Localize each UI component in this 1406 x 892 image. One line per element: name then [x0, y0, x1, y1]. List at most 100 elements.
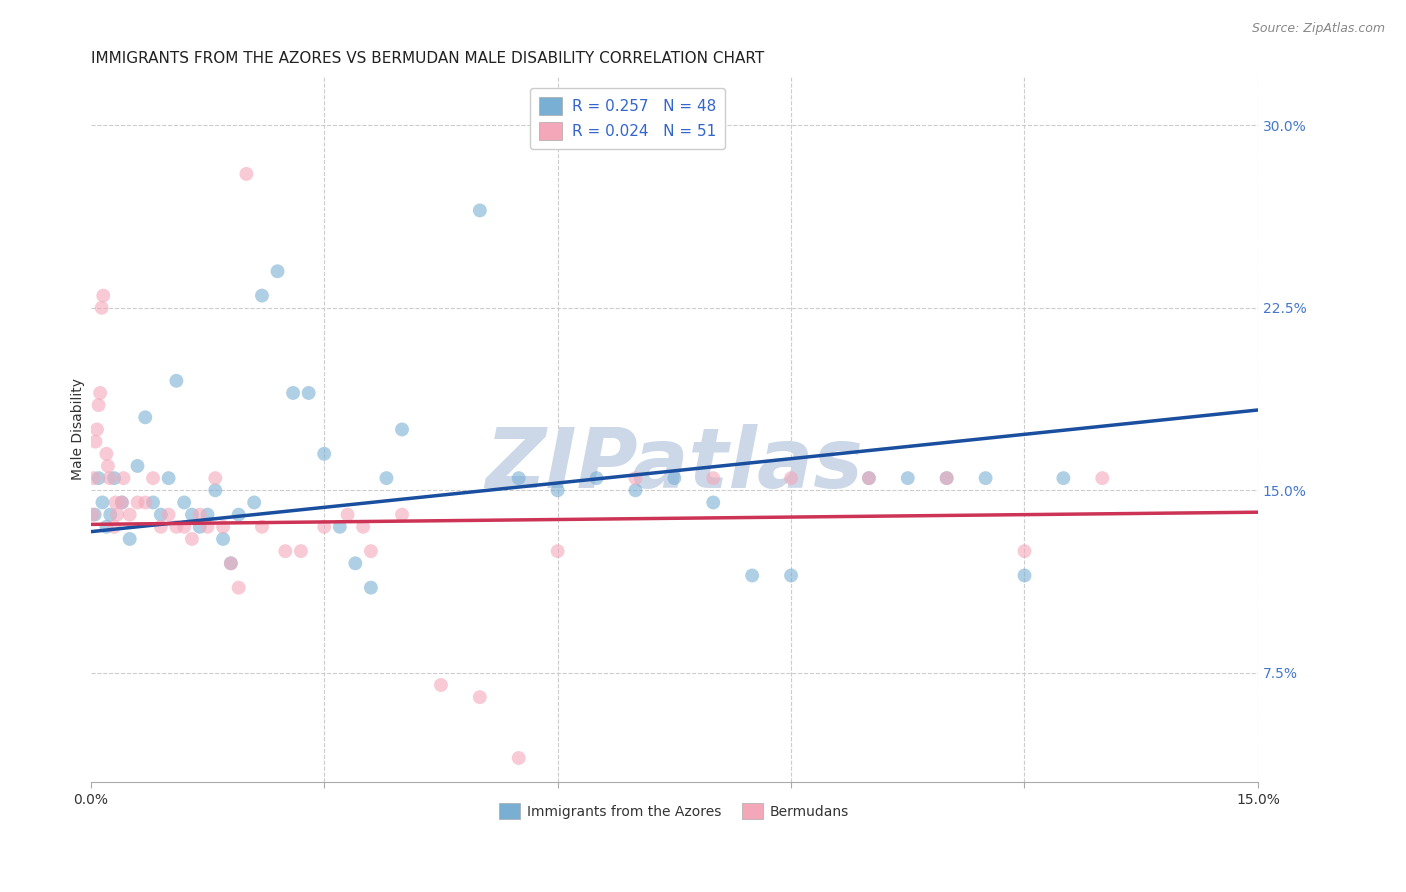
Point: [118, 508, 141, 522]
Point: [290, 544, 312, 558]
Point: [181, 508, 204, 522]
Point: [585, 471, 607, 485]
Point: [111, 495, 134, 509]
Point: [391, 508, 413, 522]
Point: [281, 386, 304, 401]
Point: [858, 471, 880, 485]
Point: [228, 508, 250, 522]
Point: [547, 544, 569, 558]
Point: [243, 495, 266, 509]
Point: [127, 495, 149, 509]
Point: [228, 581, 250, 595]
Point: [298, 386, 321, 401]
Point: [1014, 544, 1036, 558]
Point: [664, 471, 686, 485]
Point: [103, 471, 125, 485]
Point: [780, 471, 803, 485]
Point: [105, 508, 128, 522]
Point: [235, 167, 257, 181]
Point: [89, 386, 111, 401]
Point: [82, 508, 104, 522]
Text: ZIPatlas: ZIPatlas: [485, 425, 863, 505]
Point: [142, 495, 165, 509]
Point: [858, 471, 880, 485]
Point: [250, 288, 273, 302]
Point: [360, 581, 382, 595]
Point: [96, 520, 118, 534]
Point: [96, 447, 118, 461]
Point: [250, 520, 273, 534]
Point: [165, 374, 187, 388]
Point: [149, 520, 172, 534]
Point: [360, 544, 382, 558]
Point: [204, 471, 226, 485]
Point: [624, 483, 647, 498]
Point: [219, 557, 242, 571]
Point: [204, 483, 226, 498]
Point: [127, 458, 149, 473]
Point: [336, 508, 359, 522]
Point: [274, 544, 297, 558]
Point: [1052, 471, 1074, 485]
Point: [197, 508, 219, 522]
Point: [134, 495, 156, 509]
Point: [314, 520, 336, 534]
Point: [935, 471, 957, 485]
Legend: Immigrants from the Azores, Bermudans: Immigrants from the Azores, Bermudans: [494, 797, 855, 825]
Point: [702, 471, 724, 485]
Point: [98, 471, 121, 485]
Point: [87, 471, 110, 485]
Point: [103, 520, 125, 534]
Point: [508, 751, 530, 765]
Point: [508, 471, 530, 485]
Point: [165, 520, 187, 534]
Point: [624, 471, 647, 485]
Point: [157, 471, 180, 485]
Point: [98, 508, 121, 522]
Point: [741, 568, 763, 582]
Point: [344, 557, 367, 571]
Point: [87, 398, 110, 412]
Point: [149, 508, 172, 522]
Point: [157, 508, 180, 522]
Point: [83, 508, 105, 522]
Point: [86, 422, 108, 436]
Point: [181, 532, 204, 546]
Point: [84, 434, 107, 449]
Point: [1091, 471, 1114, 485]
Point: [430, 678, 453, 692]
Point: [173, 495, 195, 509]
Point: [314, 447, 336, 461]
Point: [468, 203, 491, 218]
Text: IMMIGRANTS FROM THE AZORES VS BERMUDAN MALE DISABILITY CORRELATION CHART: IMMIGRANTS FROM THE AZORES VS BERMUDAN M…: [91, 51, 763, 66]
Point: [111, 495, 134, 509]
Point: [112, 471, 135, 485]
Point: [97, 458, 120, 473]
Point: [219, 557, 242, 571]
Point: [212, 532, 235, 546]
Point: [142, 471, 165, 485]
Point: [468, 690, 491, 705]
Point: [375, 471, 398, 485]
Point: [173, 520, 195, 534]
Point: [104, 495, 127, 509]
Point: [391, 422, 413, 436]
Point: [91, 495, 114, 509]
Point: [974, 471, 997, 485]
Text: Source: ZipAtlas.com: Source: ZipAtlas.com: [1251, 22, 1385, 36]
Point: [118, 532, 141, 546]
Y-axis label: Male Disability: Male Disability: [72, 378, 86, 481]
Point: [780, 568, 803, 582]
Point: [702, 495, 724, 509]
Point: [935, 471, 957, 485]
Point: [188, 508, 211, 522]
Point: [212, 520, 235, 534]
Point: [1014, 568, 1036, 582]
Point: [90, 301, 112, 315]
Point: [266, 264, 288, 278]
Point: [197, 520, 219, 534]
Point: [897, 471, 920, 485]
Point: [188, 520, 211, 534]
Point: [547, 483, 569, 498]
Point: [134, 410, 156, 425]
